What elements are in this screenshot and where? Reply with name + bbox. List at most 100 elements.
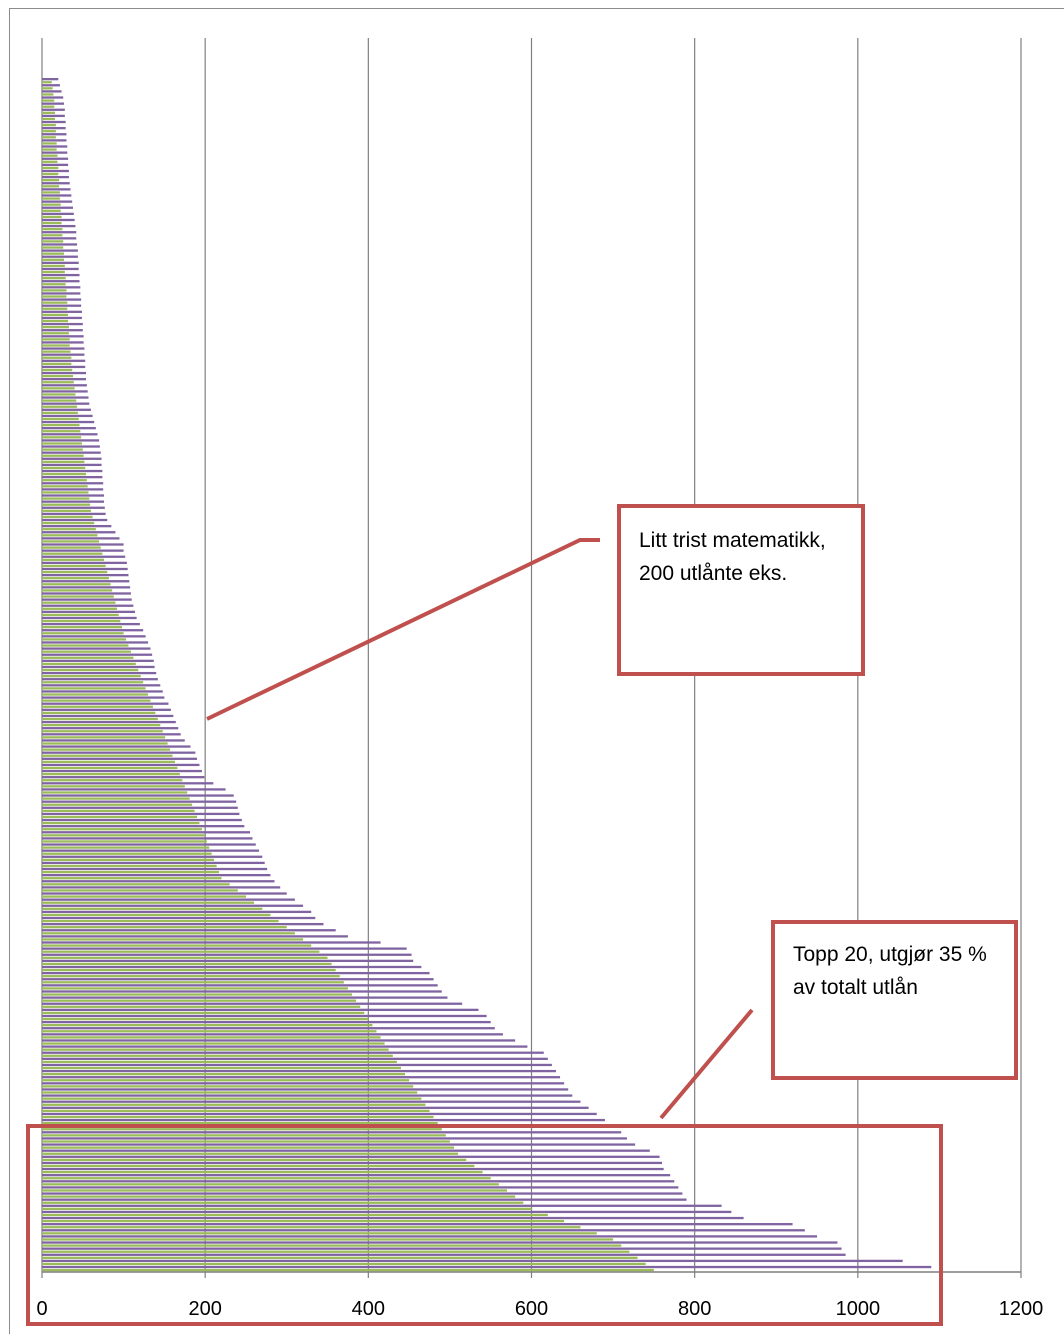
bar bbox=[42, 304, 82, 307]
bar bbox=[42, 629, 144, 632]
bar bbox=[42, 678, 158, 681]
math-callout-text: Litt trist matematikk, 200 utlånte eks. bbox=[639, 529, 826, 585]
bar bbox=[42, 197, 60, 200]
bar bbox=[42, 616, 137, 620]
bar bbox=[42, 1002, 463, 1005]
bar bbox=[42, 1210, 732, 1214]
bar bbox=[42, 185, 60, 188]
bar bbox=[42, 531, 116, 534]
bar bbox=[42, 1146, 454, 1149]
bar bbox=[42, 947, 407, 950]
bar bbox=[42, 442, 82, 445]
bar bbox=[42, 730, 163, 733]
math-callout-leader bbox=[206, 538, 600, 721]
bar bbox=[42, 1143, 636, 1146]
bar bbox=[42, 607, 118, 610]
bar bbox=[42, 769, 202, 773]
bar bbox=[42, 1115, 434, 1119]
bar bbox=[42, 90, 62, 93]
bar bbox=[42, 252, 65, 255]
bar bbox=[42, 163, 69, 167]
bar bbox=[42, 243, 78, 246]
bar bbox=[42, 1008, 479, 1012]
bar bbox=[42, 959, 414, 963]
bar bbox=[42, 580, 130, 583]
bar bbox=[42, 797, 190, 800]
bar bbox=[42, 439, 100, 442]
bar bbox=[42, 984, 438, 987]
bar bbox=[42, 194, 72, 197]
bar bbox=[42, 577, 109, 580]
bar bbox=[42, 846, 210, 849]
bar bbox=[42, 638, 127, 641]
bar bbox=[42, 1170, 483, 1174]
bar bbox=[42, 1094, 573, 1097]
bar bbox=[42, 1118, 605, 1122]
bar bbox=[42, 154, 58, 157]
bar bbox=[42, 270, 65, 274]
bar bbox=[42, 944, 312, 947]
bar bbox=[42, 852, 212, 855]
bar bbox=[42, 237, 77, 240]
bar bbox=[42, 1167, 664, 1171]
bar bbox=[42, 417, 79, 421]
bar bbox=[42, 1024, 373, 1027]
bar bbox=[42, 1027, 495, 1030]
bar bbox=[42, 157, 69, 160]
bar bbox=[42, 1063, 552, 1067]
bar bbox=[42, 341, 84, 344]
bar bbox=[42, 815, 198, 819]
bar bbox=[42, 528, 96, 531]
bar bbox=[42, 1057, 548, 1060]
bar bbox=[42, 941, 381, 944]
bar bbox=[42, 675, 141, 678]
bar bbox=[42, 696, 165, 699]
bar bbox=[42, 365, 86, 369]
bar bbox=[42, 280, 80, 283]
bar bbox=[42, 96, 64, 99]
bar bbox=[42, 843, 256, 846]
bar bbox=[42, 993, 353, 996]
bar bbox=[42, 93, 54, 96]
bar bbox=[42, 641, 149, 644]
bar bbox=[42, 1198, 687, 1201]
bar bbox=[42, 319, 69, 323]
bar bbox=[42, 791, 188, 794]
bar bbox=[42, 619, 121, 623]
bar bbox=[42, 387, 75, 390]
bar bbox=[42, 1226, 581, 1229]
bar bbox=[42, 81, 52, 84]
bar bbox=[42, 332, 69, 335]
bar bbox=[42, 108, 65, 111]
bar bbox=[42, 411, 78, 415]
bar bbox=[42, 932, 295, 935]
bar bbox=[42, 1216, 744, 1220]
bar bbox=[42, 402, 90, 405]
bar bbox=[42, 479, 87, 482]
bar bbox=[42, 215, 62, 219]
bar bbox=[42, 953, 412, 956]
bar bbox=[42, 708, 171, 711]
bar bbox=[42, 316, 82, 320]
bar bbox=[42, 133, 67, 136]
bar bbox=[42, 849, 260, 852]
bar bbox=[42, 1149, 650, 1152]
bar bbox=[42, 295, 67, 298]
bar bbox=[42, 105, 55, 108]
bar bbox=[42, 714, 174, 718]
bar bbox=[42, 567, 128, 571]
bar bbox=[42, 1265, 932, 1269]
bar bbox=[42, 929, 336, 932]
bar bbox=[42, 515, 93, 519]
bar bbox=[42, 757, 198, 760]
bar bbox=[42, 834, 205, 837]
bar bbox=[42, 913, 271, 917]
bar bbox=[42, 283, 66, 286]
bar bbox=[42, 788, 226, 791]
bar bbox=[42, 494, 105, 497]
bar bbox=[42, 1106, 589, 1109]
bar bbox=[42, 1069, 556, 1073]
bar bbox=[42, 687, 146, 690]
bar bbox=[42, 436, 82, 439]
bar bbox=[42, 503, 91, 506]
